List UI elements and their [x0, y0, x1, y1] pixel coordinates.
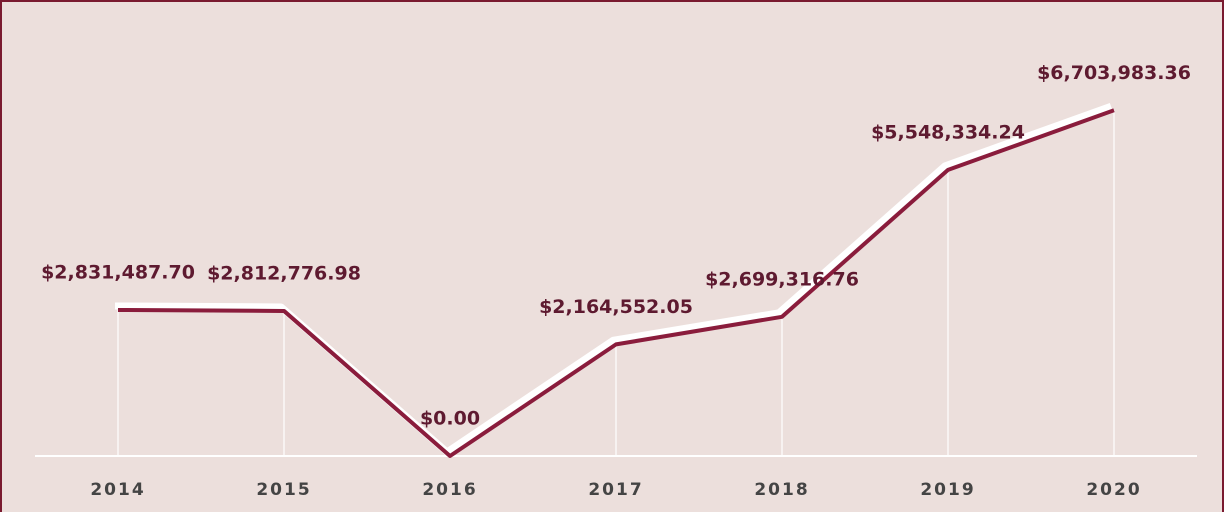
x-tick-label: 2018: [754, 480, 809, 500]
x-tick-label: 2015: [256, 480, 311, 500]
data-label: $2,831,487.70: [41, 261, 195, 283]
data-label: $2,812,776.98: [207, 262, 361, 284]
data-label: $2,164,552.05: [539, 296, 693, 318]
x-tick-label: 2014: [90, 480, 145, 500]
x-tick-label: 2019: [920, 480, 975, 500]
line: [117, 108, 1115, 458]
line-shadow: [114, 102, 1113, 456]
data-label: $6,703,983.36: [1037, 62, 1191, 84]
data-label: $5,548,334.24: [871, 121, 1025, 143]
data-label: $2,699,316.76: [705, 268, 859, 290]
x-tick-label: 2016: [422, 480, 477, 500]
x-tick-label: 2020: [1086, 480, 1141, 500]
data-label: $0.00: [420, 408, 480, 430]
x-tick-label: 2017: [588, 480, 643, 500]
